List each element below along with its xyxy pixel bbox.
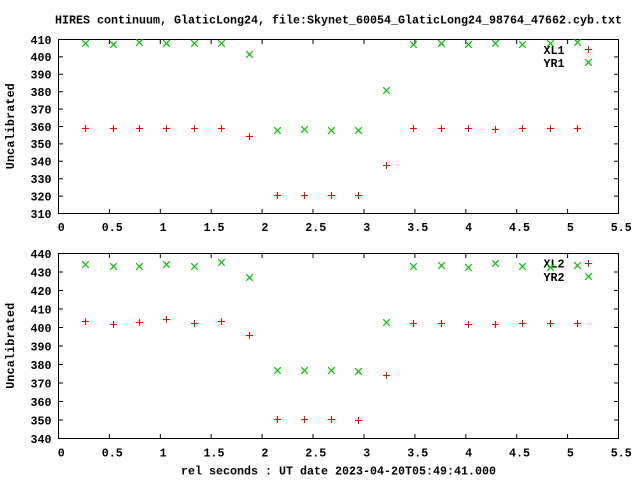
svg-text:4.5: 4.5 [509, 446, 530, 460]
svg-text:1: 1 [160, 446, 167, 460]
svg-text:5: 5 [567, 221, 574, 235]
svg-text:2: 2 [261, 221, 268, 235]
svg-text:HIRES continuum, GlaticLong24,: HIRES continuum, GlaticLong24, file:Skyn… [55, 13, 622, 27]
svg-text:340: 340 [31, 433, 52, 447]
svg-text:XL1: XL1 [544, 44, 565, 58]
svg-text:410: 410 [31, 303, 52, 317]
svg-text:350: 350 [31, 414, 52, 428]
svg-text:4: 4 [465, 446, 472, 460]
svg-text:310: 310 [31, 208, 52, 222]
svg-text:360: 360 [31, 396, 52, 410]
svg-text:350: 350 [31, 138, 52, 152]
svg-text:3: 3 [363, 221, 370, 235]
svg-text:400: 400 [31, 51, 52, 65]
svg-text:5.5: 5.5 [611, 221, 632, 235]
svg-text:1.5: 1.5 [204, 446, 225, 460]
svg-text:410: 410 [31, 34, 52, 48]
svg-text:0.5: 0.5 [102, 221, 123, 235]
svg-text:360: 360 [31, 121, 52, 135]
svg-text:440: 440 [31, 248, 52, 262]
svg-text:Uncalibrated: Uncalibrated [4, 83, 18, 169]
svg-text:rel seconds : UT date 2023-04-: rel seconds : UT date 2023-04-20T05:49:4… [181, 465, 496, 479]
svg-text:5: 5 [567, 446, 574, 460]
svg-text:YR1: YR1 [544, 57, 565, 71]
svg-text:370: 370 [31, 103, 52, 117]
svg-text:320: 320 [31, 190, 52, 204]
svg-text:330: 330 [31, 173, 52, 187]
svg-text:0: 0 [58, 221, 65, 235]
svg-text:0.5: 0.5 [102, 446, 123, 460]
svg-text:380: 380 [31, 359, 52, 373]
svg-text:370: 370 [31, 377, 52, 391]
svg-text:3.5: 3.5 [407, 446, 428, 460]
svg-text:420: 420 [31, 285, 52, 299]
svg-text:4.5: 4.5 [509, 221, 530, 235]
svg-text:0: 0 [58, 446, 65, 460]
svg-text:3.5: 3.5 [407, 221, 428, 235]
svg-text:4: 4 [465, 221, 472, 235]
svg-text:380: 380 [31, 86, 52, 100]
svg-text:430: 430 [31, 266, 52, 280]
svg-text:2.5: 2.5 [305, 446, 326, 460]
svg-text:340: 340 [31, 156, 52, 170]
svg-text:2: 2 [261, 446, 268, 460]
svg-text:1: 1 [160, 221, 167, 235]
svg-text:Uncalibrated: Uncalibrated [4, 303, 18, 389]
svg-text:2.5: 2.5 [305, 221, 326, 235]
svg-text:390: 390 [31, 340, 52, 354]
svg-text:400: 400 [31, 322, 52, 336]
svg-text:1.5: 1.5 [204, 221, 225, 235]
svg-text:3: 3 [363, 446, 370, 460]
svg-text:YR2: YR2 [544, 271, 565, 285]
svg-text:5.5: 5.5 [611, 446, 632, 460]
svg-text:390: 390 [31, 69, 52, 83]
